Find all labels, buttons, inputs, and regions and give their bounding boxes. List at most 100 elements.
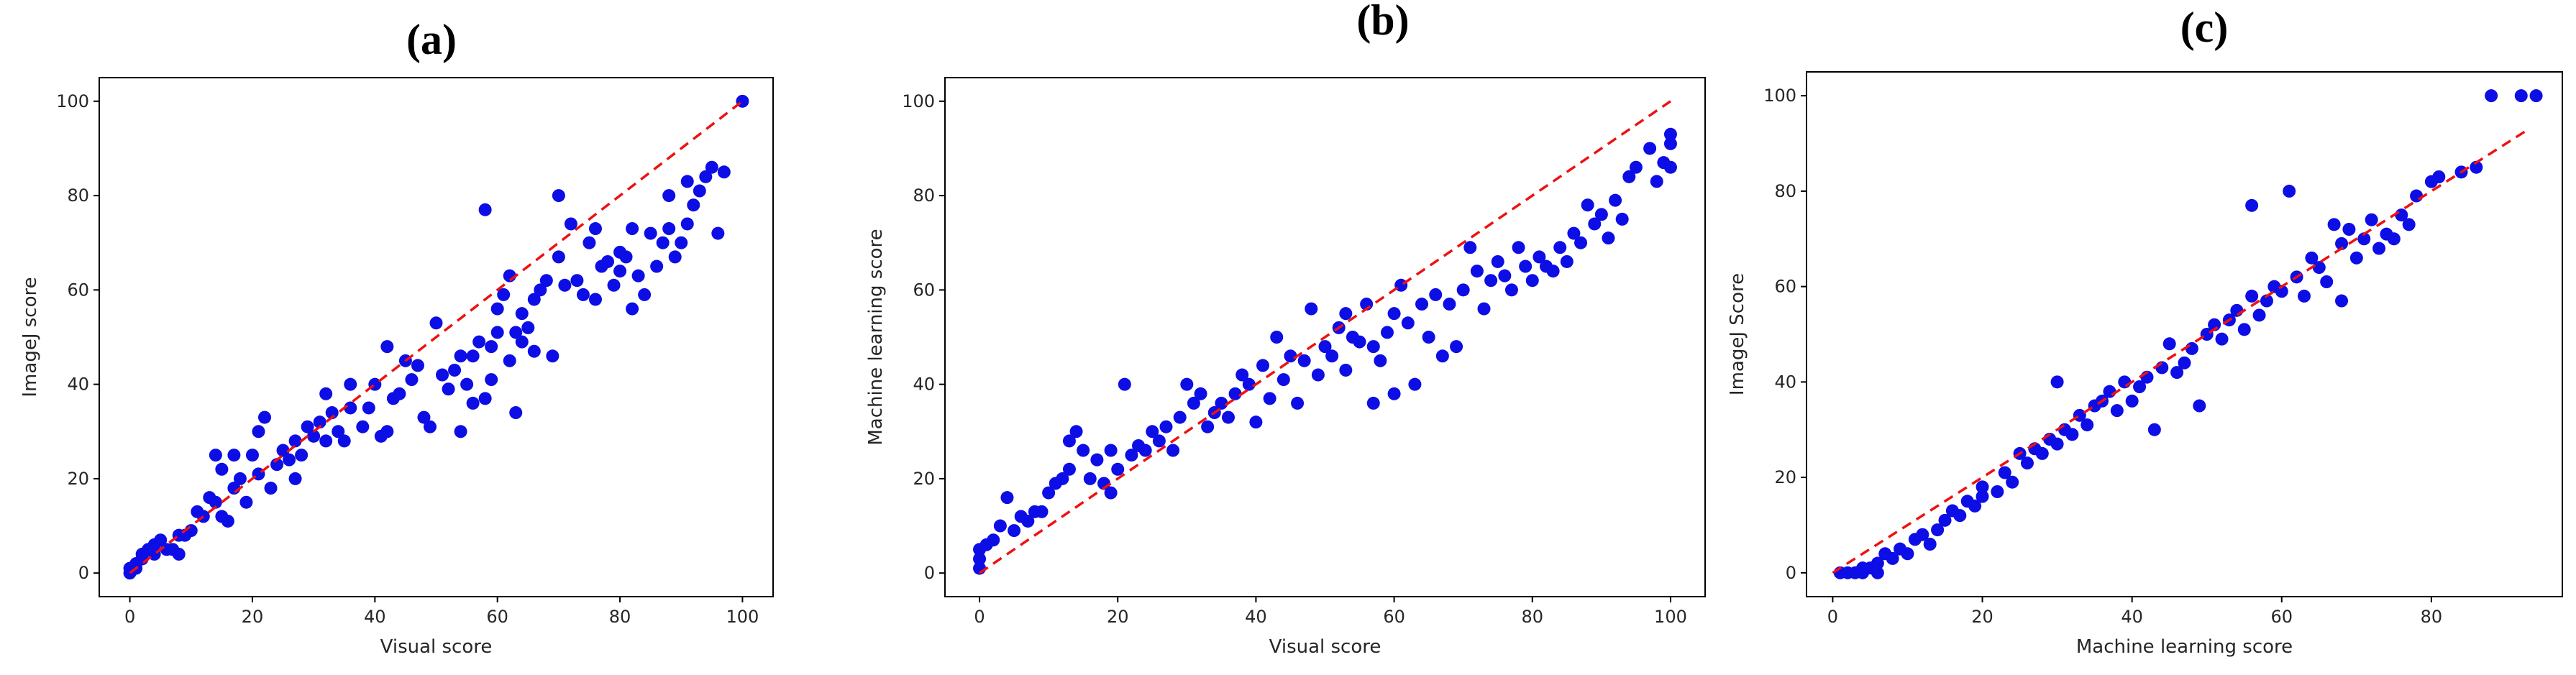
scatter-point xyxy=(1000,491,1014,505)
scatter-point xyxy=(497,288,511,301)
scatter-point xyxy=(2514,89,2528,103)
scatter-point xyxy=(1663,137,1677,150)
scatter-point xyxy=(1408,377,1422,391)
scatter-point xyxy=(257,410,271,424)
scatter-point xyxy=(319,387,333,400)
scatter-point xyxy=(521,321,535,334)
scatter-point xyxy=(2387,232,2401,246)
scatter-point xyxy=(448,363,462,377)
scatter-point xyxy=(1443,298,1456,311)
panel-label: (b) xyxy=(1356,0,1409,44)
x-tick-label: 0 xyxy=(1827,607,1838,627)
scatter-point xyxy=(2147,423,2161,436)
scatter-point xyxy=(2335,294,2349,308)
scatter-point xyxy=(570,274,584,288)
scatter-point xyxy=(2357,232,2371,246)
scatter-point xyxy=(1663,127,1677,141)
scatter-point xyxy=(509,326,523,339)
scatter-point xyxy=(485,373,498,387)
scatter-point xyxy=(2372,242,2386,255)
scatter-point xyxy=(1871,556,1884,570)
scatter-point xyxy=(1118,377,1131,391)
scatter-point xyxy=(215,462,229,476)
scatter-point xyxy=(534,283,547,297)
scatter-point xyxy=(626,222,639,236)
scatter-point xyxy=(313,415,326,429)
scatter-point xyxy=(717,165,731,179)
scatter-point xyxy=(393,387,406,400)
scatter-point xyxy=(2035,446,2049,460)
y-tick-label: 0 xyxy=(924,563,935,583)
scatter-point xyxy=(2342,223,2356,236)
scatter-point xyxy=(1291,396,1305,410)
scatter-point xyxy=(295,449,309,462)
scatter-point xyxy=(1380,326,1394,339)
scatter-point xyxy=(1525,274,1539,288)
scatter-point xyxy=(1325,349,1339,363)
scatter-point xyxy=(650,260,664,273)
scatter-point xyxy=(1916,528,1929,541)
y-tick-label: 80 xyxy=(913,185,935,206)
scatter-point xyxy=(1353,335,1366,349)
scatter-point xyxy=(2110,404,2124,418)
scatter-point xyxy=(601,254,615,268)
scatter-point xyxy=(1311,368,1325,382)
scatter-point xyxy=(1968,499,1982,513)
scatter-point xyxy=(1976,490,1989,503)
scatter-point xyxy=(1159,420,1173,433)
x-tick-label: 20 xyxy=(1107,607,1129,627)
scatter-point xyxy=(2297,289,2311,303)
x-tick-label: 60 xyxy=(1383,607,1405,627)
scatter-point xyxy=(380,340,394,354)
scatter-point xyxy=(1560,254,1574,268)
scatter-point xyxy=(319,434,333,448)
scatter-point xyxy=(454,425,467,438)
scatter-point xyxy=(993,519,1007,533)
scatter-point xyxy=(1931,523,1945,537)
scatter-point xyxy=(1236,368,1249,382)
x-tick-label: 20 xyxy=(1971,607,1993,627)
scatter-point xyxy=(1062,462,1076,476)
scatter-point xyxy=(1228,387,1242,400)
scatter-point xyxy=(1546,265,1560,278)
scatter-point xyxy=(1491,254,1504,268)
scatter-point xyxy=(588,222,602,236)
scatter-point xyxy=(380,425,394,438)
scatter-point xyxy=(631,269,645,283)
scatter-point xyxy=(1270,331,1284,344)
scatter-point xyxy=(1923,538,1937,551)
scatter-point xyxy=(1077,444,1090,457)
scatter-point xyxy=(2320,275,2334,288)
scatter-point xyxy=(1035,505,1049,518)
reference-line xyxy=(129,100,744,574)
scatter-point xyxy=(301,420,314,433)
scatter-point xyxy=(1276,373,1290,387)
scatter-point xyxy=(705,160,718,174)
scatter-point xyxy=(1256,359,1270,372)
scatter-point xyxy=(227,449,241,462)
scatter-point xyxy=(1366,396,1380,410)
scatter-point xyxy=(2006,475,2019,489)
scatter-point xyxy=(680,175,694,188)
scatter-point xyxy=(405,373,419,387)
scatter-point xyxy=(2081,418,2094,432)
scatter-point xyxy=(1519,260,1533,273)
scatter-point xyxy=(2162,337,2176,351)
scatter-point xyxy=(172,547,186,561)
scatter-point xyxy=(1991,485,2004,498)
scatter-point xyxy=(478,203,492,216)
scatter-point xyxy=(2260,294,2273,308)
scatter-point xyxy=(1187,396,1200,410)
scatter-point xyxy=(2410,189,2424,203)
scatter-point xyxy=(2402,218,2416,231)
scatter-point xyxy=(662,222,676,236)
y-axis-label: ImageJ Score xyxy=(1727,273,1748,395)
scatter-point xyxy=(2327,218,2341,231)
scatter-point xyxy=(644,226,657,240)
scatter-point xyxy=(2065,428,2079,441)
scatter-point xyxy=(1450,340,1463,354)
scatter-points xyxy=(1833,89,2543,579)
scatter-point xyxy=(2170,366,2184,380)
scatter-point xyxy=(509,406,523,420)
